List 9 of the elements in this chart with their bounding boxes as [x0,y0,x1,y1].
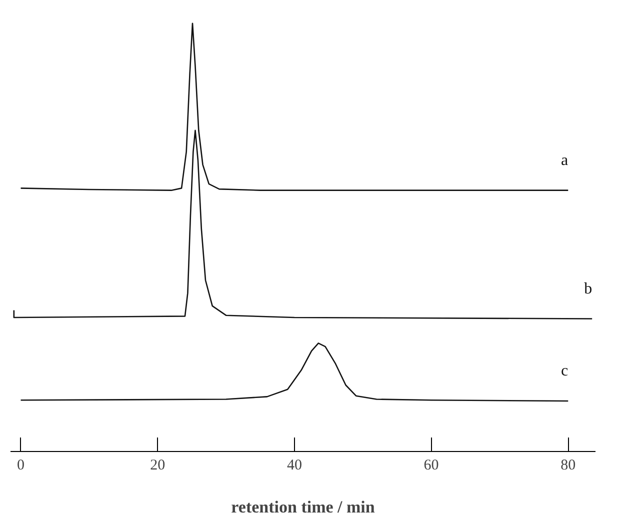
x-tick-label: 60 [424,458,439,474]
x-tick-label: 40 [286,458,302,474]
x-tick-label: 0 [17,458,25,474]
x-tick-label: 80 [560,458,576,474]
series-label: c [561,362,568,380]
x-axis-title: retention time / min [231,498,376,516]
series-label: a [561,152,568,169]
series-label: b [584,280,592,298]
x-tick-label: 20 [150,458,166,474]
